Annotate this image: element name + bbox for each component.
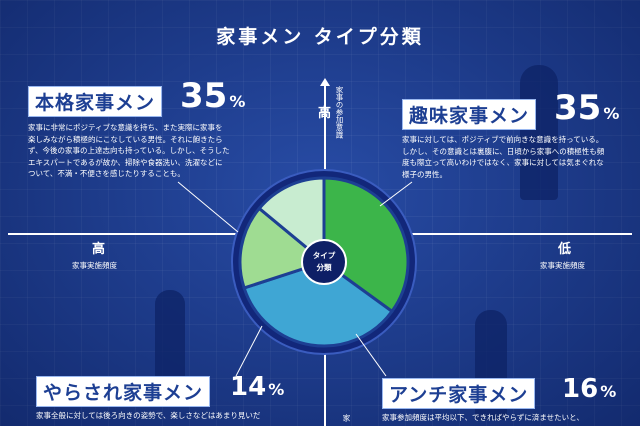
type-pct-unit: % [229,92,246,111]
type-pct-value: 14 [230,372,267,402]
axis-right-sub: 家事実施頻度 [540,261,585,270]
type-pct-value: 35 [180,76,228,116]
page-title: 家事メン タイプ分類 [216,26,424,48]
leader-line-yarasare [235,325,263,377]
type-pct-unit: % [603,104,620,123]
pie-center-label-1: タイプ [313,250,336,260]
desc-line: 家事に非常にポジティブな意識を持ち、また実際に家事を [28,123,223,132]
person-silhouette-topright [520,65,558,200]
axis-arrow-up-icon [320,78,330,86]
leader-line-honkaku [177,181,239,233]
type-pct-unit: % [600,382,617,401]
type-desc-shumi: 家事に対しては、ポジティブで前向きな意識を持っている。 しかし、その意識とは裏腹… [402,134,604,180]
desc-line: 度も際立って高いわけではなく、家事に対しては気まぐれな [402,158,604,167]
desc-line: しかし、その意識とは裏腹に、日頃から家事への積極性も頻 [402,146,605,156]
type-desc-honkaku: 家事に非常にポジティブな意識を持ち、また実際に家事を 楽しみながら積極的にこなし… [28,122,230,180]
leader-line-shumi [379,181,413,207]
type-title-shumi: 趣味家事メン [402,99,537,130]
axis-top-sub: 家事の参加意識 [335,86,344,139]
desc-line: 様子の男性。 [402,169,447,179]
type-title-anti: アンチ家事メン [382,378,536,409]
type-pct-value: 16 [562,374,599,404]
desc-line: ついて、不満・不便さを感じたりすることも。 [28,169,185,178]
type-title-honkaku: 本格家事メン [28,86,163,117]
type-desc-anti: 家事参加頻度は平均以下、できればやらずに済ませたいと、 [382,412,584,424]
type-pct-value: 35 [554,88,602,128]
pie-center-circle [301,239,347,285]
type-pct-honkaku: 35% [180,76,245,116]
axis-left-sub: 家事実施頻度 [72,261,117,270]
desc-line: ず、今後の家事の上達志向も持っている。しかし、そうした [28,146,230,155]
axis-top-label: 高 [318,106,332,121]
type-pct-anti: 16% [562,374,616,404]
axis-right-label: 低 [558,242,572,257]
type-desc-yarasare: 家事全般に対しては後ろ向きの姿勢で、楽しさなどはあまり見いだ [36,410,260,422]
type-title-yarasare: やらされ家事メン [36,376,211,407]
axis-bottom-sub: 家 [342,414,351,422]
pie-slice-3 [257,176,326,266]
desc-line: エキスパートであるが故か、掃除や食器洗い、洗濯などに [28,157,223,167]
desc-line: 家事に対しては、ポジティブで前向きな意識を持っている。 [402,135,604,144]
pie-slice-1 [242,260,395,348]
desc-line: 楽しみながら積極的にこなしている男性。それに飽きたら [28,134,223,144]
type-pct-shumi: 35% [554,88,619,128]
type-pct-unit: % [268,380,285,399]
person-silhouette-left [155,290,185,390]
pie-slice-0 [322,176,410,314]
axis-left-label: 高 [92,242,106,257]
type-pct-yarasare: 14% [230,372,284,402]
pie-center-label-2: 分類 [317,262,332,272]
desc-line: 家事参加頻度は平均以下、できればやらずに済ませたいと、 [382,413,584,422]
desc-line: 家事全般に対しては後ろ向きの姿勢で、楽しさなどはあまり見いだ [36,411,261,420]
leader-line-anti [355,333,387,377]
